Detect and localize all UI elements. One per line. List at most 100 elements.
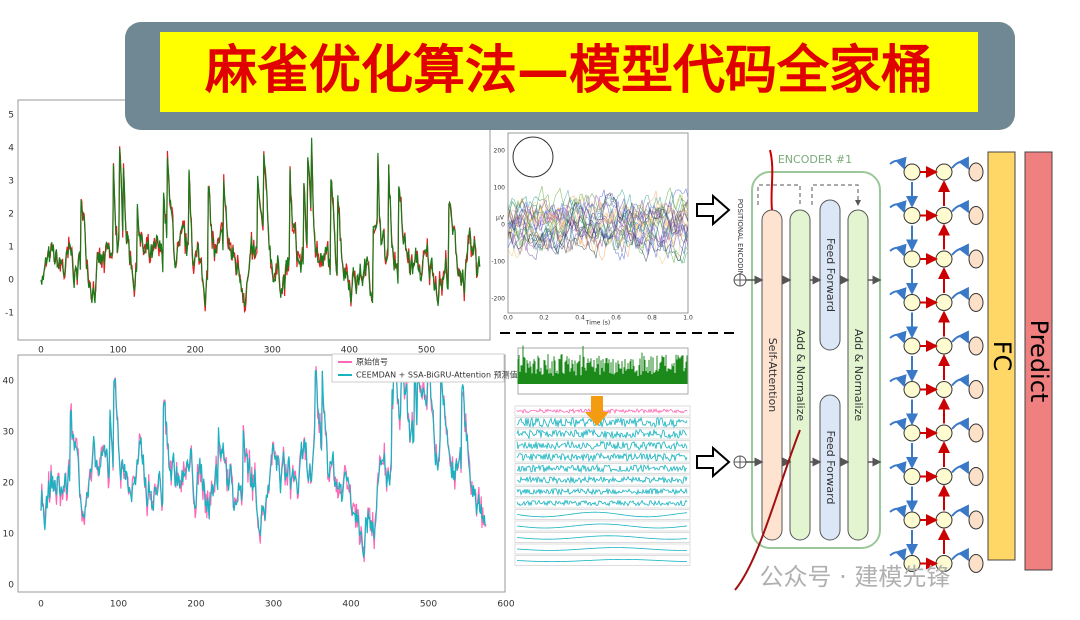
- y-tick-label: -1: [5, 309, 14, 319]
- decomp-strip: [514, 428, 691, 440]
- signal-line: [40, 142, 481, 314]
- output-node: [968, 467, 984, 486]
- x-tick-label: 0.4: [575, 315, 585, 322]
- decomp-strip: [514, 474, 691, 486]
- x-tick-label: 0: [38, 346, 44, 356]
- predict-box: [1024, 151, 1053, 571]
- title-box: [160, 32, 978, 112]
- gru-arrow: [951, 417, 969, 431]
- legend-label: CEEMDAN + SSA-BiGRU-Attention 预测值: [356, 370, 518, 380]
- fc-label: FC: [988, 341, 1016, 372]
- gru-node: [903, 337, 921, 355]
- x-tick-label: 200: [187, 600, 204, 610]
- add-normalize-label: Add & Normalize: [794, 329, 807, 421]
- gru-arrow: [889, 287, 907, 301]
- positional-label: POSITIONAL ENCODING: [736, 199, 744, 281]
- gru-node: [903, 468, 921, 485]
- gru-node: [903, 424, 921, 442]
- x-tick-label: 0.6: [611, 315, 621, 322]
- gru-node: [903, 511, 921, 529]
- x-tick-label: 400: [342, 600, 359, 610]
- gru-arrow: [889, 417, 907, 431]
- gru-arrow: [889, 374, 907, 388]
- gru-arrow: [889, 243, 907, 257]
- gru-node: [903, 207, 921, 224]
- gru-arrow: [951, 330, 969, 344]
- decomp-strip: [514, 463, 691, 474]
- gru-node: [935, 207, 953, 224]
- signal-line: [40, 370, 487, 559]
- gru-node: [935, 250, 953, 268]
- gru-node: [935, 294, 953, 311]
- gru-arrow: [889, 156, 907, 170]
- gru-arrow: [951, 156, 969, 170]
- x-tick-label: 0.0: [503, 315, 513, 322]
- eeg-trace: [507, 195, 689, 240]
- gru-node: [903, 163, 921, 181]
- decomp-strip: [514, 555, 691, 566]
- gru-arrow: [951, 199, 969, 214]
- title: 麻雀优化算法—模型代码全家桶: [205, 41, 933, 101]
- x-axis-label: Time (s): [585, 320, 610, 327]
- decomp-strip: [514, 486, 691, 497]
- y-tick-label: 0: [8, 581, 14, 591]
- eeg-trace: [507, 194, 689, 265]
- output-node: [968, 293, 984, 312]
- y-tick-label: 2: [8, 210, 14, 220]
- imf-line: [516, 439, 688, 451]
- imf-line: [516, 547, 688, 551]
- eeg-trace: [507, 190, 689, 254]
- feed-forward: [819, 394, 841, 541]
- eeg-trace: [507, 196, 689, 261]
- gru-arrow: [951, 373, 969, 388]
- plot-frame: [17, 99, 491, 341]
- gru-arrow: [951, 547, 969, 562]
- gru-arrow: [951, 243, 969, 257]
- y-tick-label: 20: [3, 479, 15, 489]
- y-tick-label: 0: [501, 222, 505, 229]
- decomp-strip: [514, 497, 691, 509]
- watermark: 公众号 · 建模先锋: [760, 563, 951, 591]
- x-tick-label: 100: [110, 600, 127, 610]
- imf-line: [516, 487, 688, 496]
- legend-label: 原始信号: [356, 357, 388, 367]
- gru-node: [935, 163, 953, 181]
- y-tick-label: -100: [491, 259, 505, 266]
- y-tick-label: 200: [494, 148, 506, 155]
- feed-forward-label: Feed Forward: [824, 431, 837, 505]
- y-tick-label: 1: [8, 243, 14, 253]
- imf-line: [516, 475, 688, 485]
- down-arrow: [585, 396, 609, 426]
- y-tick-label: 4: [8, 144, 14, 154]
- feed-forward: [819, 199, 841, 351]
- gru-arrow: [889, 330, 907, 344]
- eeg-trace: [507, 192, 689, 261]
- hollow-arrow: [696, 445, 731, 479]
- x-tick-label: 1.0: [683, 315, 693, 322]
- plus: [734, 274, 746, 286]
- output-node: [968, 510, 984, 530]
- y-axis-label: µV: [496, 215, 505, 222]
- y-tick-label: 100: [494, 185, 506, 192]
- gru-arrow: [951, 504, 969, 518]
- x-tick-label: 300: [264, 346, 281, 356]
- gru-node: [903, 250, 921, 268]
- imf-line: [516, 451, 688, 463]
- x-tick-label: 0: [38, 600, 44, 610]
- encoder-box: [751, 171, 881, 549]
- output-node: [968, 554, 984, 573]
- imf-line: [516, 428, 688, 440]
- decomp-strip: [514, 520, 691, 532]
- imf-line: [516, 416, 688, 429]
- x-tick-label: 300: [265, 600, 282, 610]
- y-tick-label: -200: [491, 296, 505, 303]
- plus: [734, 456, 746, 468]
- gru-arrow: [951, 286, 969, 301]
- output-node: [968, 336, 984, 356]
- y-tick-label: 0: [8, 276, 14, 286]
- legend-box: [331, 353, 505, 383]
- eeg-trace: [507, 187, 689, 246]
- y-tick-label: 3: [8, 177, 14, 187]
